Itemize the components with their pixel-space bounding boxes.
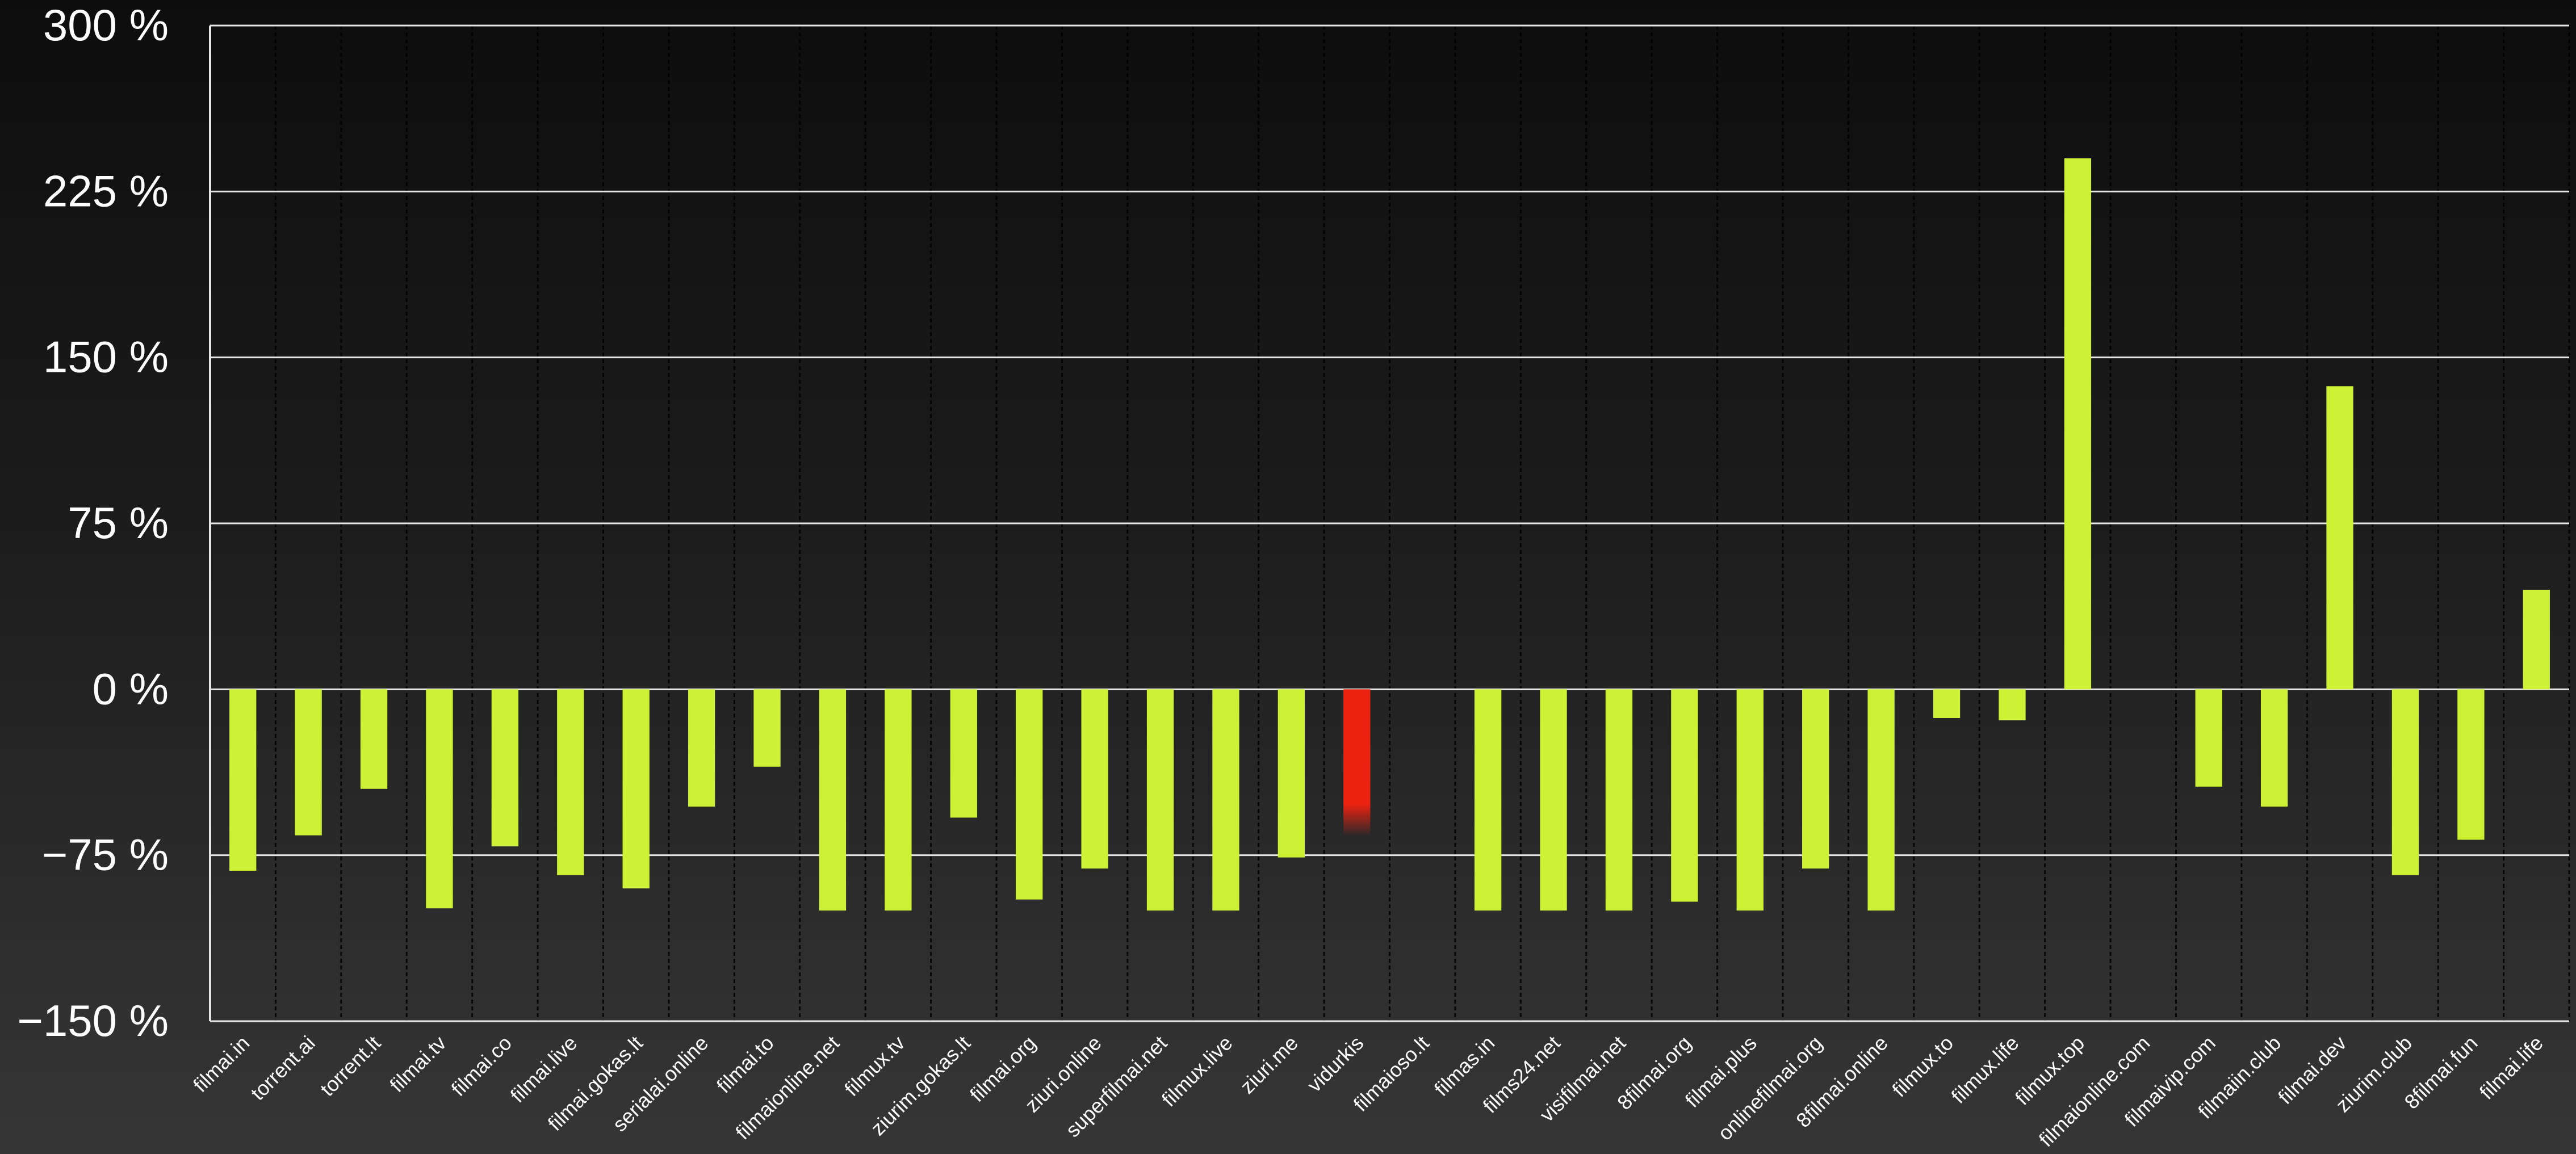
bar xyxy=(2326,386,2353,690)
x-tick-label: filmai.tv xyxy=(385,1031,450,1097)
bar xyxy=(753,689,781,767)
bar xyxy=(1081,689,1108,869)
bar xyxy=(819,689,847,911)
bar xyxy=(557,689,584,875)
x-tick-label: filmux.life xyxy=(1947,1031,2024,1108)
x-tick-label: torrent.lt xyxy=(316,1031,385,1101)
bar xyxy=(1212,689,1239,911)
x-tick-label: filmai.life xyxy=(2475,1031,2548,1104)
y-tick-label: 300 % xyxy=(43,0,169,50)
bar xyxy=(622,689,650,889)
bar xyxy=(950,689,977,818)
x-tick-label: filmux.live xyxy=(1157,1031,1237,1111)
y-tick-labels: 300 % 225 % 150 % 75 % 0 % −75 % −150 % xyxy=(17,0,169,1046)
bar xyxy=(2064,158,2092,690)
x-tick-label: vidurkis xyxy=(1302,1031,1368,1097)
bar xyxy=(491,689,519,847)
bar-highlight xyxy=(1343,689,1371,837)
bar xyxy=(1736,689,1764,911)
bar xyxy=(1999,689,2026,720)
y-tick-label: −75 % xyxy=(42,830,169,880)
x-tick-label: filmai.to xyxy=(712,1031,778,1098)
bar xyxy=(1474,689,1502,911)
y-tick-label: −150 % xyxy=(17,996,169,1046)
horizontal-gridlines xyxy=(209,24,2569,1022)
y-tick-label: 75 % xyxy=(68,498,169,548)
bar xyxy=(2523,589,2550,690)
bar xyxy=(295,689,322,836)
x-tick-label: filmaionline.com xyxy=(2034,1031,2155,1152)
bar xyxy=(885,689,912,911)
bar xyxy=(2260,689,2288,807)
bar xyxy=(2457,689,2485,840)
y-tick-label: 150 % xyxy=(43,332,169,382)
bar xyxy=(2195,689,2222,787)
y-tick-label: 225 % xyxy=(43,166,169,216)
bar xyxy=(1933,689,1961,719)
bar xyxy=(1605,689,1633,911)
bar xyxy=(1802,689,1829,869)
bar xyxy=(1540,689,1567,911)
bar xyxy=(1016,689,1043,900)
bar xyxy=(1146,689,1174,911)
bar xyxy=(360,689,388,789)
x-tick-label: filmai.in xyxy=(189,1031,254,1097)
bar xyxy=(1277,689,1305,858)
bar xyxy=(688,689,715,807)
bars xyxy=(229,158,2550,911)
bar xyxy=(426,689,453,909)
x-tick-label: ziuri.me xyxy=(1235,1031,1302,1098)
bar xyxy=(1867,689,1895,911)
bar xyxy=(1671,689,1698,902)
bar xyxy=(2391,689,2419,875)
bar xyxy=(229,689,257,871)
y-tick-label: 0 % xyxy=(93,664,169,714)
x-tick-label: torrent.ai xyxy=(246,1031,319,1105)
